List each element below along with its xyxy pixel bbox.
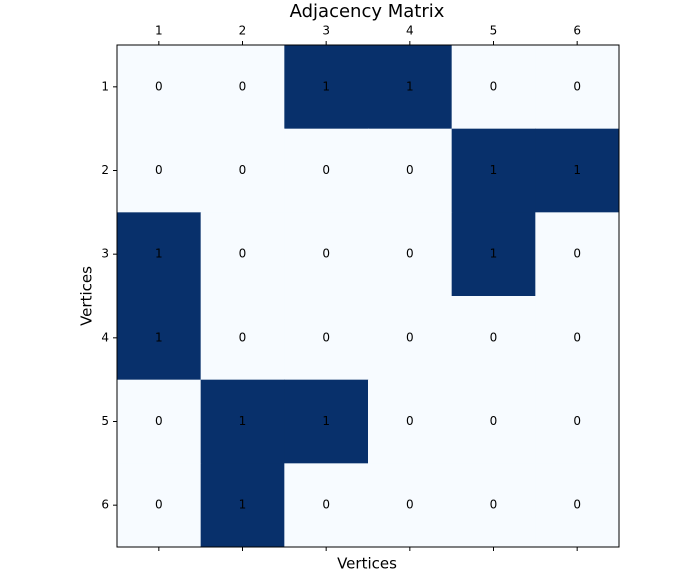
cell-label: 1 <box>490 247 498 261</box>
cell <box>368 128 453 213</box>
cell <box>368 463 453 548</box>
cell-label: 0 <box>573 414 581 428</box>
cell <box>117 463 202 548</box>
cell <box>368 379 453 464</box>
x-tick-label: 4 <box>406 24 414 38</box>
cell-label: 0 <box>573 79 581 93</box>
cell-label: 0 <box>490 498 498 512</box>
cell-label: 0 <box>155 163 163 177</box>
cell <box>451 128 536 213</box>
cell <box>451 296 536 381</box>
cell <box>284 45 369 130</box>
cell <box>117 212 202 297</box>
cell-label: 1 <box>573 163 581 177</box>
cell-label: 0 <box>322 163 330 177</box>
y-tick-label: 4 <box>101 330 109 344</box>
y-tick-label: 5 <box>101 414 109 428</box>
cell <box>284 379 369 464</box>
cell-label: 0 <box>406 498 414 512</box>
cell <box>368 45 453 130</box>
x-tick-label: 1 <box>155 24 163 38</box>
cell-label: 0 <box>573 247 581 261</box>
cell <box>535 128 620 213</box>
cell-label: 0 <box>322 247 330 261</box>
cell <box>200 128 285 213</box>
cell-label: 0 <box>406 414 414 428</box>
cell <box>284 296 369 381</box>
cell-label: 0 <box>322 498 330 512</box>
cell <box>284 128 369 213</box>
cell <box>200 379 285 464</box>
y-axis-label: Vertices <box>78 266 96 326</box>
cell-label: 0 <box>239 330 247 344</box>
cell <box>535 212 620 297</box>
cell <box>117 45 202 130</box>
cell-label: 1 <box>239 414 247 428</box>
cell-label: 0 <box>406 163 414 177</box>
cell <box>200 463 285 548</box>
cell-label: 0 <box>155 79 163 93</box>
cell <box>117 296 202 381</box>
cell <box>200 45 285 130</box>
cell <box>535 296 620 381</box>
cell-label: 0 <box>573 330 581 344</box>
cell-label: 0 <box>155 414 163 428</box>
cell-label: 0 <box>155 498 163 512</box>
cell-label: 1 <box>322 79 330 93</box>
cell <box>451 212 536 297</box>
cell-label: 0 <box>490 414 498 428</box>
cell <box>368 212 453 297</box>
cell <box>284 463 369 548</box>
x-tick-label: 2 <box>239 24 247 38</box>
x-tick-label: 3 <box>322 24 330 38</box>
cell-label: 0 <box>406 247 414 261</box>
y-tick-label: 3 <box>101 247 109 261</box>
cell <box>535 379 620 464</box>
y-tick-label: 6 <box>101 498 109 512</box>
chart-title: Adjacency Matrix <box>290 1 445 22</box>
cell-label: 1 <box>155 247 163 261</box>
cell-label: 0 <box>490 79 498 93</box>
cell-label: 1 <box>155 330 163 344</box>
x-axis-label: Vertices <box>337 555 397 573</box>
y-tick-label: 2 <box>101 163 109 177</box>
y-tick-label: 1 <box>101 79 109 93</box>
x-tick-label: 5 <box>490 24 498 38</box>
cell-label: 0 <box>239 247 247 261</box>
plot-frame <box>116 44 620 548</box>
cell-label: 0 <box>406 330 414 344</box>
cell-label: 1 <box>406 79 414 93</box>
x-tick-label: 6 <box>573 24 581 38</box>
cell <box>284 212 369 297</box>
cell-label: 0 <box>239 79 247 93</box>
cell-label: 0 <box>239 163 247 177</box>
cell <box>200 296 285 381</box>
cell <box>451 45 536 130</box>
cell-label: 0 <box>322 330 330 344</box>
cell-label: 1 <box>490 163 498 177</box>
cell <box>451 463 536 548</box>
cell <box>451 379 536 464</box>
cell <box>117 379 202 464</box>
cell-label: 1 <box>239 498 247 512</box>
cell <box>117 128 202 213</box>
cell-label: 1 <box>322 414 330 428</box>
cell <box>368 296 453 381</box>
cell-label: 0 <box>490 330 498 344</box>
cell <box>535 45 620 130</box>
cell <box>200 212 285 297</box>
cell-label: 0 <box>573 498 581 512</box>
cell <box>535 463 620 548</box>
